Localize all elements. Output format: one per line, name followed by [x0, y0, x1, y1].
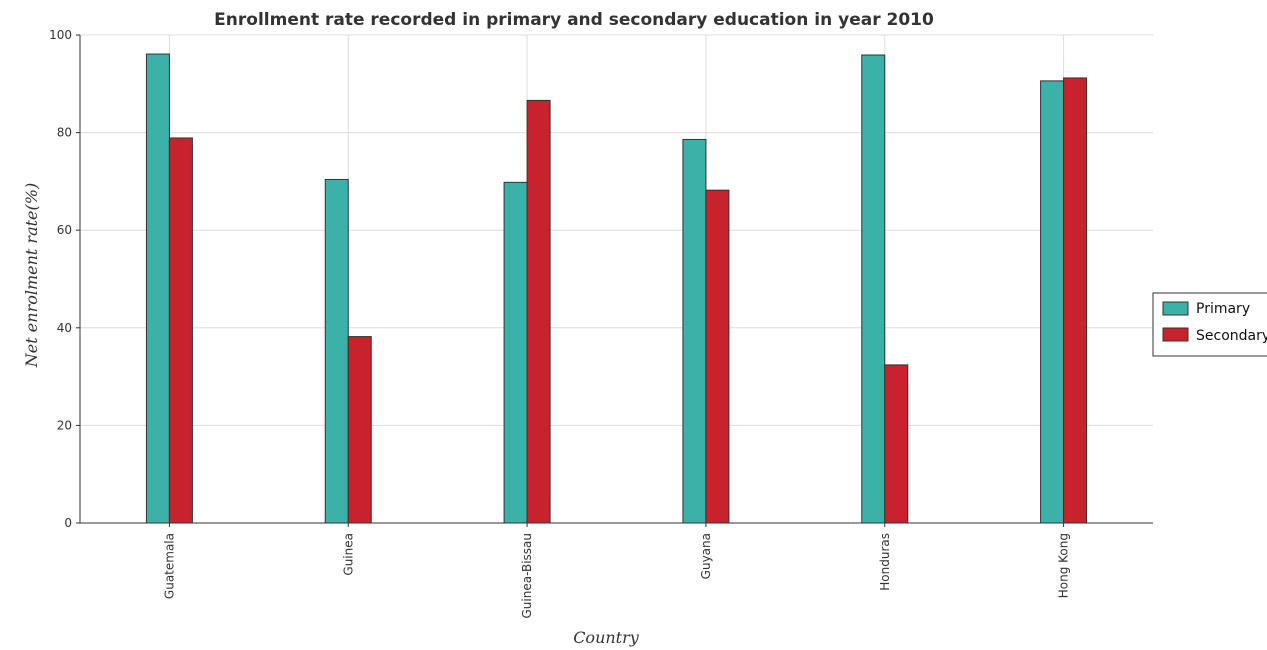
bar-primary [324, 178, 349, 524]
bar-secondary [347, 336, 372, 524]
legend-swatch-primary [1162, 301, 1189, 316]
x-tick-label: Guatemala [162, 533, 176, 599]
y-axis-label: Net enrolment rate(%) [22, 183, 41, 368]
y-tick-label: 80 [57, 126, 72, 140]
y-tick-label: 100 [49, 28, 72, 42]
y-tick-label: 40 [57, 321, 72, 335]
legend-label-primary: Primary [1196, 301, 1250, 317]
bar-primary [503, 181, 528, 524]
x-tick-label: Hong Kong [1057, 533, 1071, 598]
bar-primary [861, 54, 886, 524]
y-tick-label: 0 [64, 516, 72, 530]
y-tick-label: 20 [57, 418, 72, 432]
x-tick-label: Guinea-Bissau [520, 533, 534, 619]
bar-secondary [526, 99, 551, 524]
bar-secondary [705, 189, 730, 524]
x-tick-label: Guyana [699, 533, 713, 579]
grid [80, 34, 1153, 524]
legend: Primary Secondary [1152, 292, 1267, 357]
bar-primary [1040, 80, 1065, 524]
bar-secondary [884, 364, 909, 524]
bar-secondary [168, 137, 193, 524]
axes: 0 20 40 60 80 100 Guatemala Guinea Guinea-Bissau… [49, 28, 1153, 619]
x-axis-label: Country [573, 628, 640, 647]
bar-primary [145, 53, 170, 524]
legend-swatch-secondary [1162, 327, 1189, 342]
legend-label-secondary: Secondary [1196, 328, 1267, 344]
bar-secondary [1063, 77, 1088, 524]
bar-primary [682, 138, 707, 524]
x-tick-label: Honduras [878, 533, 892, 591]
bars [145, 53, 1088, 524]
chart-title: Enrollment rate recorded in primary and … [214, 10, 934, 30]
x-tick-label: Guinea [341, 533, 355, 576]
y-tick-label: 60 [57, 223, 72, 237]
